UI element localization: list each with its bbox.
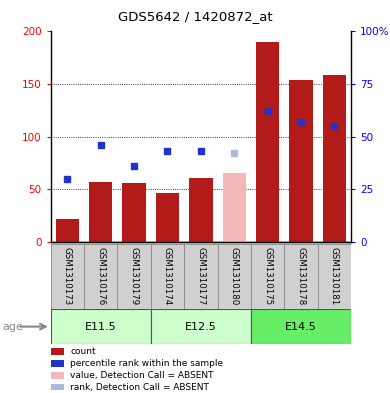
Bar bbox=[151, 244, 184, 309]
Bar bbox=[51, 309, 151, 344]
Bar bbox=[317, 244, 351, 309]
Bar bbox=[218, 244, 251, 309]
Bar bbox=[189, 178, 213, 242]
Bar bbox=[84, 244, 117, 309]
Bar bbox=[56, 219, 79, 242]
Text: GSM1310174: GSM1310174 bbox=[163, 247, 172, 305]
Bar bbox=[89, 182, 112, 242]
Bar bbox=[323, 75, 346, 242]
Text: rank, Detection Call = ABSENT: rank, Detection Call = ABSENT bbox=[70, 383, 209, 391]
Bar bbox=[151, 309, 251, 344]
Bar bbox=[223, 173, 246, 242]
Bar bbox=[117, 244, 151, 309]
Text: E12.5: E12.5 bbox=[185, 321, 217, 332]
Text: percentile rank within the sample: percentile rank within the sample bbox=[70, 359, 223, 368]
Text: GDS5642 / 1420872_at: GDS5642 / 1420872_at bbox=[118, 10, 272, 23]
Text: E11.5: E11.5 bbox=[85, 321, 117, 332]
Text: GSM1310175: GSM1310175 bbox=[263, 247, 272, 305]
Text: GSM1310179: GSM1310179 bbox=[129, 247, 138, 305]
Bar bbox=[251, 309, 351, 344]
Bar bbox=[51, 349, 64, 355]
Bar bbox=[51, 360, 64, 367]
Bar bbox=[184, 244, 218, 309]
Text: GSM1310173: GSM1310173 bbox=[63, 247, 72, 305]
Bar bbox=[51, 372, 64, 378]
Bar bbox=[51, 384, 64, 390]
Bar bbox=[156, 193, 179, 242]
Bar bbox=[284, 244, 317, 309]
Text: GSM1310181: GSM1310181 bbox=[330, 247, 339, 305]
Bar bbox=[122, 183, 146, 242]
Text: GSM1310177: GSM1310177 bbox=[196, 247, 206, 305]
Text: count: count bbox=[70, 347, 96, 356]
Bar bbox=[51, 244, 84, 309]
Text: E14.5: E14.5 bbox=[285, 321, 317, 332]
Text: value, Detection Call = ABSENT: value, Detection Call = ABSENT bbox=[70, 371, 214, 380]
Text: GSM1310180: GSM1310180 bbox=[230, 247, 239, 305]
Text: GSM1310176: GSM1310176 bbox=[96, 247, 105, 305]
Bar bbox=[289, 80, 313, 242]
Text: age: age bbox=[2, 321, 23, 332]
Bar bbox=[256, 42, 279, 242]
Bar bbox=[251, 244, 284, 309]
Text: GSM1310178: GSM1310178 bbox=[296, 247, 305, 305]
